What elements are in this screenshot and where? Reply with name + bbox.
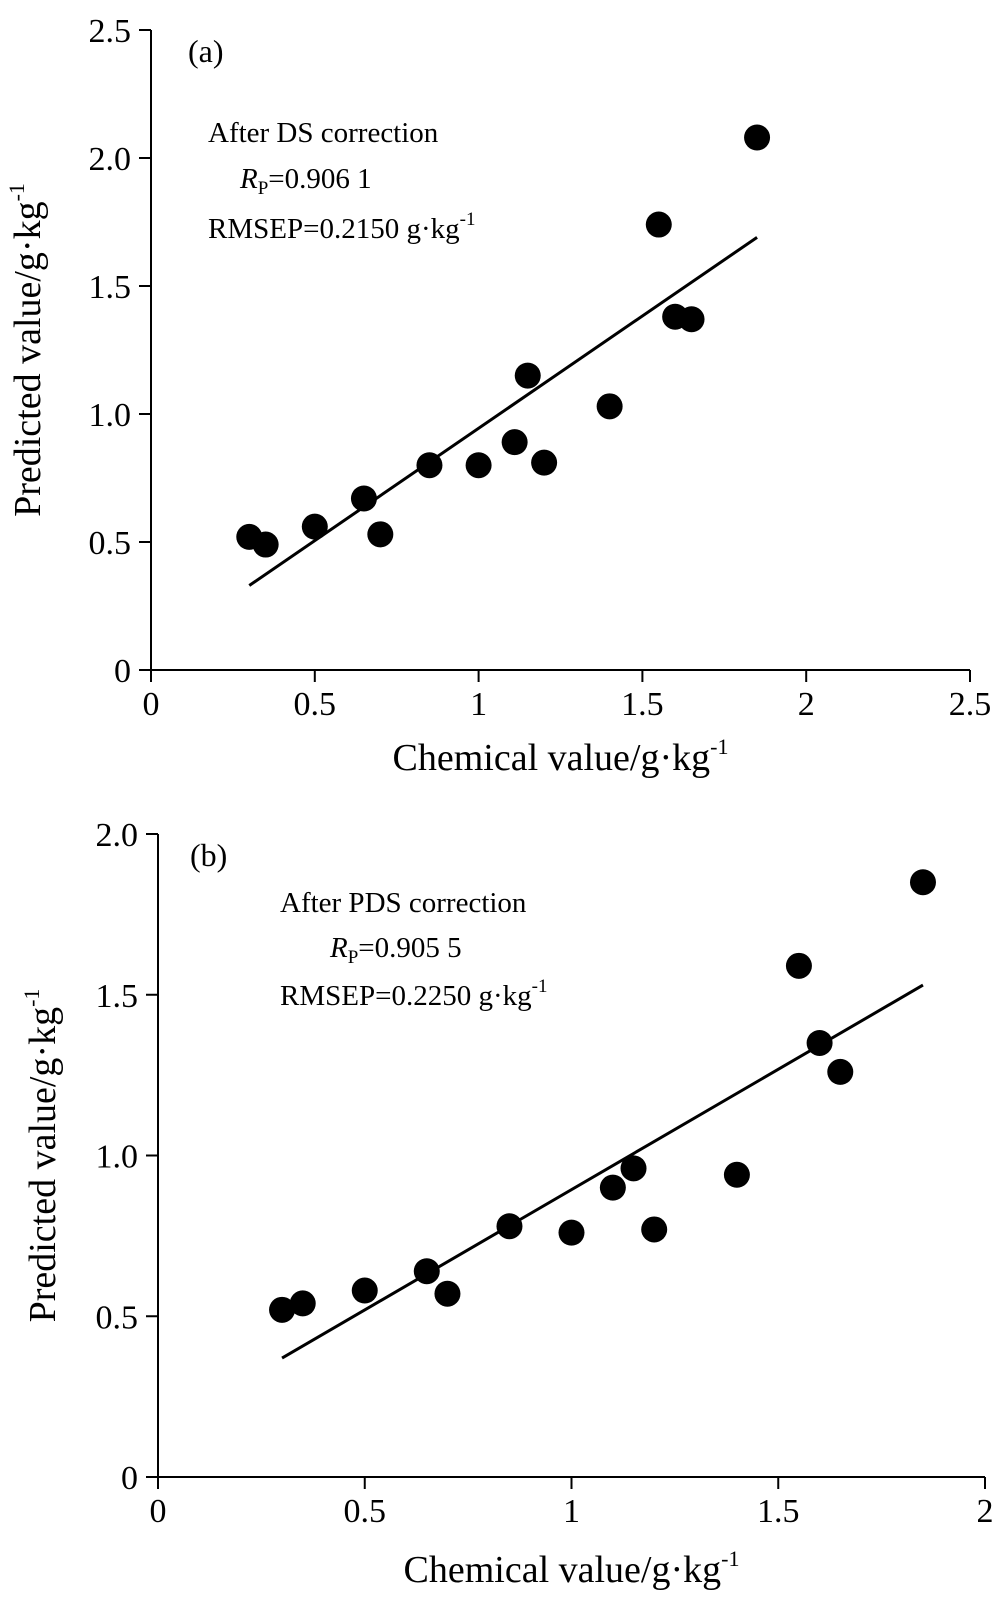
- y-tick-label: 2.0: [96, 817, 139, 854]
- x-tick-label: 1: [470, 686, 487, 723]
- y-tick-label: 0: [121, 1460, 138, 1497]
- y-tick-label: 2.0: [89, 141, 132, 178]
- data-point: [434, 1280, 461, 1307]
- data-point: [465, 452, 492, 479]
- annotation-rp: RP=0.906 1: [239, 163, 372, 199]
- x-tick-label: 0.5: [294, 686, 337, 723]
- y-tick-label: 2.5: [89, 13, 132, 50]
- annotation-method: After DS correction: [208, 117, 439, 149]
- annotation-method: After PDS correction: [280, 887, 527, 919]
- data-point: [785, 952, 812, 979]
- chart-panel-1: 0 0.5 1 1.5 2 0 0.5 1.0 1.5 2.0 Chemical value/g·k…: [19, 817, 994, 1591]
- data-point: [599, 1174, 626, 1201]
- annotation-rmsep: RMSEP=0.2150 g·kg-1: [208, 209, 475, 245]
- regression-line: [248, 236, 758, 587]
- data-point: [350, 485, 377, 512]
- data-point: [620, 1155, 647, 1182]
- data-point: [641, 1216, 668, 1243]
- data-point: [806, 1029, 833, 1056]
- x-tick-label: 2: [798, 686, 815, 723]
- panel-label: (b): [190, 837, 227, 873]
- y-tick-label: 1.5: [96, 978, 139, 1015]
- chart-panel-0: 0 0.5 1 1.5 2 2.5 0 0.5 1.0 1.5 2.0 2.5 Chemical val…: [4, 13, 991, 779]
- annotation-rp: RP=0.905 5: [329, 932, 462, 968]
- y-tick-label: 1.5: [89, 269, 132, 306]
- x-tick-label: 2: [977, 1493, 994, 1530]
- data-point: [827, 1058, 854, 1085]
- data-point: [496, 1213, 523, 1240]
- x-axis-label: Chemical value/g·kg-1: [404, 1546, 740, 1591]
- y-axis-label: Predicted value/g·kg-1: [4, 183, 49, 517]
- data-point: [367, 521, 394, 548]
- data-point: [269, 1296, 296, 1323]
- x-tick-label: 0.5: [344, 1493, 387, 1530]
- data-point: [252, 531, 279, 558]
- data-point: [744, 124, 771, 151]
- data-point: [514, 362, 541, 389]
- data-point: [645, 211, 672, 238]
- data-point: [416, 452, 443, 479]
- annotation-rmsep: RMSEP=0.2250 g·kg-1: [280, 976, 547, 1012]
- x-tick-label: 0: [143, 686, 160, 723]
- data-point: [301, 513, 328, 540]
- data-point: [723, 1161, 750, 1188]
- panel-label: (a): [188, 33, 224, 69]
- data-point: [909, 869, 936, 896]
- y-tick-label: 1.0: [89, 397, 132, 434]
- y-tick-label: 0.5: [96, 1299, 139, 1336]
- x-tick-label: 1: [563, 1493, 580, 1530]
- data-point: [501, 429, 528, 456]
- data-point: [596, 393, 623, 420]
- y-tick-label: 1.0: [96, 1139, 139, 1176]
- y-tick-label: 0.5: [89, 525, 132, 562]
- data-point: [289, 1290, 316, 1317]
- x-tick-label: 0: [150, 1493, 167, 1530]
- data-point: [351, 1277, 378, 1304]
- y-tick-label: 0: [114, 653, 131, 690]
- y-axis-label: Predicted value/g·kg-1: [19, 989, 64, 1323]
- x-tick-label: 1.5: [757, 1493, 800, 1530]
- data-point: [413, 1258, 440, 1285]
- data-point: [558, 1219, 585, 1246]
- data-point: [531, 449, 558, 476]
- x-tick-label: 1.5: [621, 686, 664, 723]
- x-tick-label: 2.5: [949, 686, 992, 723]
- data-point: [678, 306, 705, 333]
- x-axis-label: Chemical value/g·kg-1: [393, 734, 729, 779]
